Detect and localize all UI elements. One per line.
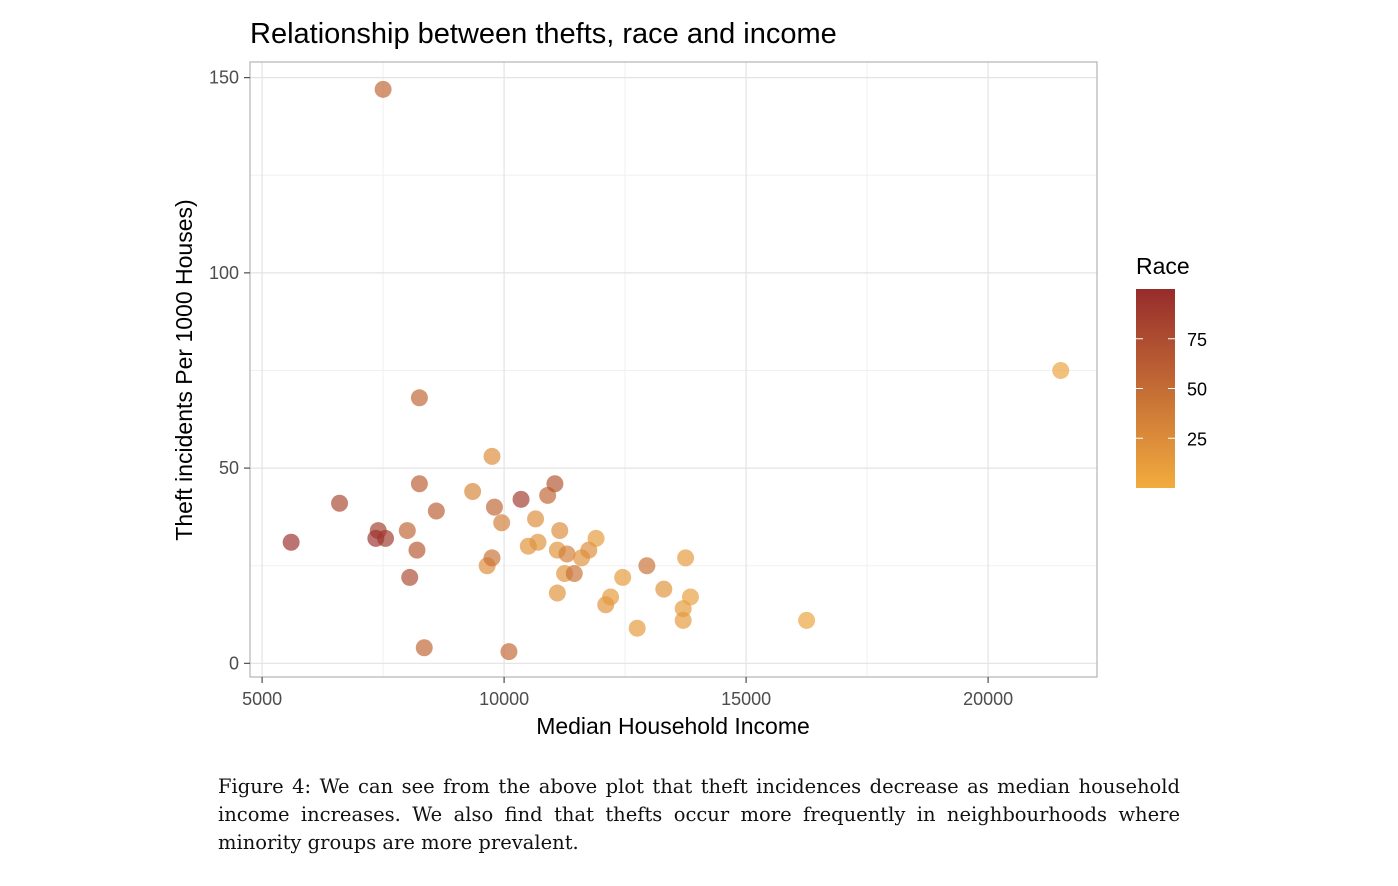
data-point (282, 533, 300, 551)
x-tick-label: 10000 (479, 689, 529, 709)
data-point (500, 643, 518, 661)
plot-panel (249, 61, 1098, 678)
data-point (565, 565, 583, 583)
scatter-chart: Relationship between thefts, race and in… (171, 18, 1207, 739)
data-point (408, 541, 426, 559)
data-point (483, 447, 501, 465)
data-point (1052, 361, 1070, 379)
data-point (628, 619, 646, 637)
y-tick-label: 0 (229, 653, 239, 673)
data-points (282, 80, 1070, 661)
legend-tick-label: 50 (1187, 380, 1207, 400)
data-point (374, 80, 392, 98)
data-point (587, 529, 605, 547)
data-point (401, 568, 419, 586)
data-point (548, 584, 566, 602)
data-point (655, 580, 673, 598)
data-point (546, 475, 564, 493)
data-point (677, 549, 695, 567)
legend-title: Race (1136, 253, 1190, 279)
legend-ticks: 25 50 75 (1136, 330, 1207, 449)
data-point (410, 475, 428, 493)
data-point (377, 529, 395, 547)
data-point (602, 588, 620, 606)
grid (250, 62, 1097, 677)
axes: 5000 10000 15000 20000 0 50 100 150 (209, 68, 1013, 709)
data-point (410, 389, 428, 407)
y-tick-label: 150 (209, 68, 239, 88)
data-point (638, 557, 656, 575)
data-point (529, 533, 547, 551)
x-axis-title: Median Household Income (536, 713, 810, 739)
x-tick-label: 15000 (721, 689, 771, 709)
x-tick-label: 20000 (963, 689, 1013, 709)
data-point (331, 494, 349, 512)
figure-caption: Figure 4: We can see from the above plot… (218, 775, 1180, 854)
data-point (485, 498, 503, 516)
chart-title: Relationship between thefts, race and in… (250, 18, 837, 50)
data-point (551, 522, 569, 540)
data-point (415, 639, 433, 657)
data-point (398, 522, 416, 540)
data-point (493, 514, 511, 532)
data-point (427, 502, 445, 520)
data-point (464, 483, 482, 501)
data-point (527, 510, 545, 528)
data-point (483, 549, 501, 567)
y-tick-label: 100 (209, 263, 239, 283)
data-point (674, 611, 692, 629)
legend-tick-label: 25 (1187, 429, 1207, 449)
data-point (558, 545, 576, 563)
data-point (798, 611, 816, 629)
data-point (681, 588, 699, 606)
color-legend: Race 25 50 75 (1136, 253, 1207, 488)
y-tick-label: 50 (219, 458, 239, 478)
y-axis-title: Theft incidents Per 1000 Houses) (171, 199, 197, 540)
x-tick-label: 5000 (242, 689, 282, 709)
data-point (614, 568, 632, 586)
legend-tick-label: 75 (1187, 330, 1207, 350)
data-point (512, 490, 530, 508)
